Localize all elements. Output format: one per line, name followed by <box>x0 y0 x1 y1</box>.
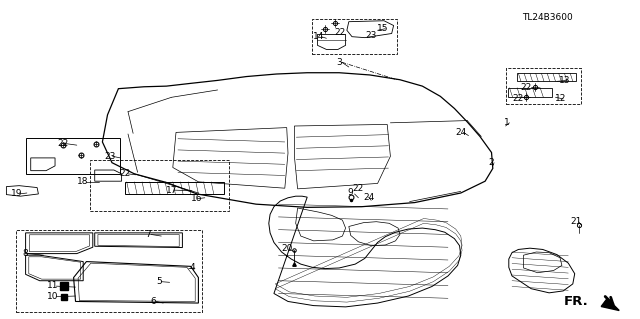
Text: 3: 3 <box>337 58 342 67</box>
Bar <box>517 73 576 81</box>
Text: 22: 22 <box>520 83 532 92</box>
Text: 22: 22 <box>335 28 346 37</box>
Text: 5: 5 <box>156 277 161 286</box>
Polygon shape <box>601 299 620 310</box>
Text: 23: 23 <box>104 152 116 161</box>
Text: 19: 19 <box>11 189 22 198</box>
Text: 2: 2 <box>489 158 494 167</box>
Text: FR.: FR. <box>564 295 588 308</box>
Bar <box>16 230 202 312</box>
Text: 22: 22 <box>513 94 524 103</box>
Bar <box>312 19 397 54</box>
Text: 4: 4 <box>189 263 195 272</box>
Text: 7: 7 <box>146 230 151 239</box>
Bar <box>90 160 229 211</box>
Text: 24: 24 <box>455 128 467 137</box>
Text: TL24B3600: TL24B3600 <box>522 13 573 22</box>
Text: 17: 17 <box>166 186 177 195</box>
Text: 15: 15 <box>377 24 388 33</box>
Bar <box>508 88 552 97</box>
Text: 6: 6 <box>151 297 156 306</box>
Text: 22: 22 <box>353 184 364 193</box>
Text: 1: 1 <box>504 118 509 127</box>
Bar <box>125 182 224 194</box>
Text: 13: 13 <box>559 76 570 85</box>
Text: 23: 23 <box>365 31 377 40</box>
Text: 8: 8 <box>23 249 28 258</box>
Text: 18: 18 <box>77 177 89 186</box>
Text: 22: 22 <box>57 139 68 148</box>
Text: 16: 16 <box>191 194 203 203</box>
Text: 24: 24 <box>363 193 374 202</box>
Text: 11: 11 <box>47 281 58 290</box>
Text: 22: 22 <box>120 169 131 178</box>
Text: 20: 20 <box>281 244 292 253</box>
Text: 21: 21 <box>570 217 582 226</box>
Bar <box>506 68 581 104</box>
Text: 14: 14 <box>313 32 324 41</box>
Text: 10: 10 <box>47 292 58 301</box>
Text: 9: 9 <box>348 189 353 197</box>
Bar <box>26 138 120 174</box>
Text: 12: 12 <box>555 94 566 103</box>
